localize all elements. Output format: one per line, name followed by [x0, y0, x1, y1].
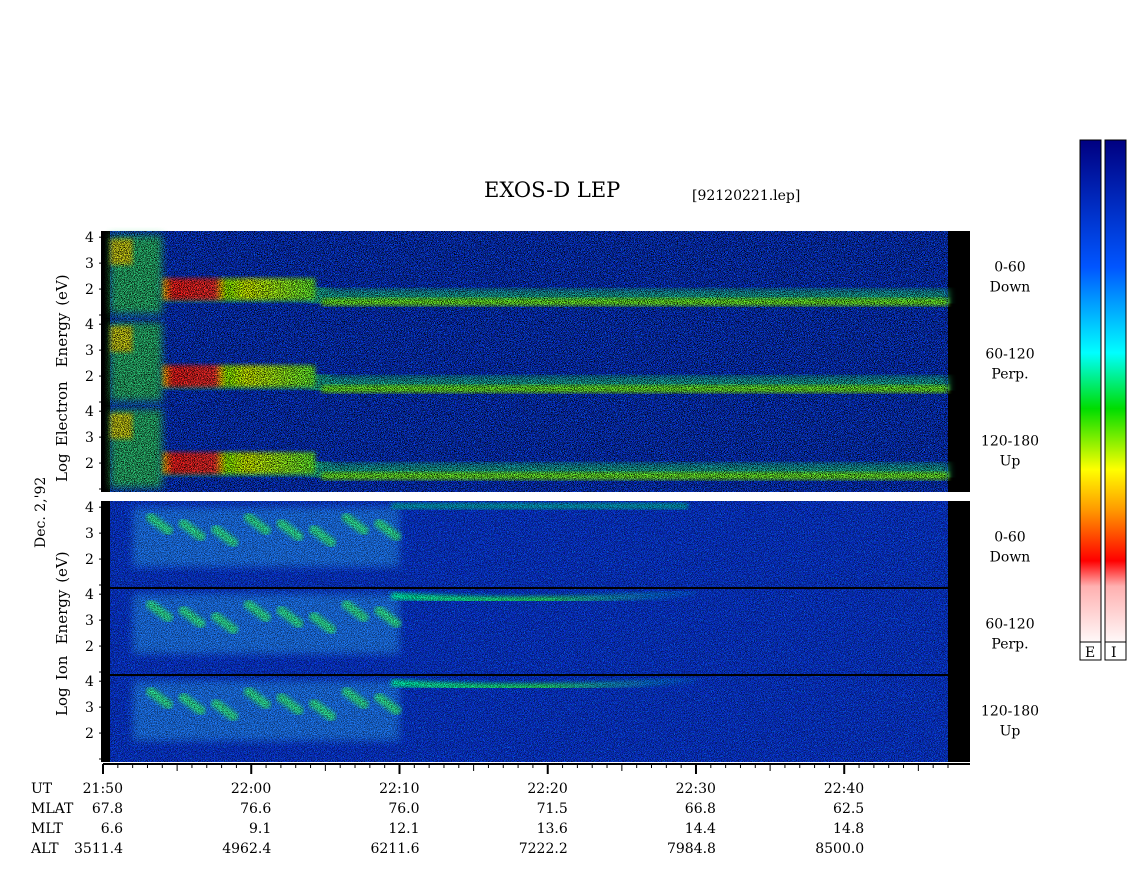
data-dropouts — [103, 231, 948, 318]
no-data-strip — [948, 675, 970, 762]
ion-ylabel-3: (eV) — [53, 551, 71, 582]
chart-title: EXOS-D LEP — [484, 178, 620, 202]
cell-mlat: 71.5 — [537, 801, 568, 817]
cell-mlt: 13.6 — [537, 821, 568, 837]
data-dropouts — [103, 588, 948, 675]
y-tick-label: 3 — [85, 526, 94, 542]
y-tick-label: 4 — [85, 230, 94, 246]
no-data-strip — [948, 231, 970, 318]
ion-panel-2: 2 3 4 — [85, 674, 970, 762]
y-tick-label: 4 — [85, 674, 94, 690]
cell-mlt: 9.1 — [249, 821, 271, 837]
colorbar-label-i: I — [1111, 645, 1117, 661]
time-axis: UT MLAT MLT ALT 21:50 67.8 6.6 3511.4 22:00 76.6 9… — [30, 763, 970, 857]
y-tick-label: 4 — [85, 500, 94, 516]
direction-label: Perp. — [991, 637, 1028, 653]
cell-ut: 22:20 — [527, 781, 567, 797]
colorbar-label-e: E — [1085, 645, 1095, 661]
no-data-strip — [948, 588, 970, 675]
axis-labels: LogElectronEnergy(eV)LogIonEnergy(eV)Dec… — [33, 260, 1039, 740]
no-data-strip — [948, 405, 970, 492]
electron-panel-2: 2 3 4 — [85, 404, 970, 492]
colorbar-electron: E — [1079, 139, 1102, 661]
direction-label: Up — [1000, 454, 1021, 470]
data-dropouts — [103, 501, 948, 588]
ion-panel-0: 2 3 4 — [85, 500, 970, 588]
cell-alt: 4962.4 — [222, 841, 271, 857]
pitch-label: 120-180 — [981, 434, 1039, 450]
y-tick-label: 2 — [85, 282, 94, 298]
panel-gap — [103, 492, 970, 501]
cell-mlt: 12.1 — [388, 821, 419, 837]
ion-ylabel-2: Energy — [53, 589, 71, 644]
cell-mlt: 14.4 — [685, 821, 716, 837]
cell-alt: 6211.6 — [370, 841, 419, 857]
y-tick-label: 3 — [85, 343, 94, 359]
row-label-alt: ALT — [30, 841, 59, 857]
cell-alt: 3511.4 — [74, 841, 123, 857]
row-label-ut: UT — [31, 781, 53, 797]
y-tick-label: 2 — [85, 552, 94, 568]
direction-label: Down — [990, 280, 1031, 296]
cell-ut: 22:30 — [676, 781, 716, 797]
file-label: [92120221.lep] — [692, 188, 800, 204]
cell-mlt: 6.6 — [101, 821, 123, 837]
cell-mlat: 67.8 — [92, 801, 123, 817]
direction-label: Down — [990, 550, 1031, 566]
electron-ylabel-3: (eV) — [53, 274, 71, 305]
y-tick-label: 2 — [85, 726, 94, 742]
pitch-label: 120-180 — [981, 704, 1039, 720]
direction-label: Up — [1000, 724, 1021, 740]
cell-mlat: 76.0 — [388, 801, 419, 817]
cell-ut: 22:00 — [231, 781, 271, 797]
cell-mlt: 14.8 — [833, 821, 864, 837]
pitch-label: 0-60 — [994, 260, 1025, 276]
y-tick-label: 2 — [85, 639, 94, 655]
y-tick-label: 3 — [85, 430, 94, 446]
row-label-mlat: MLAT — [31, 801, 74, 817]
pitch-label: 60-120 — [985, 617, 1034, 633]
data-dropouts — [103, 405, 948, 492]
ion-ylabel-1: Ion — [53, 655, 71, 680]
colorbar-ion: I — [1104, 139, 1127, 661]
y-tick-label: 2 — [85, 456, 94, 472]
date-label: Dec. 2,'92 — [33, 477, 49, 548]
cell-alt: 7222.2 — [519, 841, 568, 857]
cell-mlat: 66.8 — [685, 801, 716, 817]
cell-alt: 7984.8 — [667, 841, 716, 857]
cell-ut: 22:10 — [379, 781, 419, 797]
data-dropouts — [103, 318, 948, 405]
electron-panel-1: 2 3 4 — [85, 317, 970, 405]
pitch-label: 60-120 — [985, 347, 1034, 363]
cell-mlat: 76.6 — [240, 801, 271, 817]
electron-ylabel-1: Electron — [53, 381, 71, 446]
no-data-strip — [948, 318, 970, 405]
no-data-strip — [948, 501, 970, 588]
cell-ut: 21:50 — [83, 781, 123, 797]
cell-mlat: 62.5 — [833, 801, 864, 817]
cell-ut: 22:40 — [824, 781, 864, 797]
direction-label: Perp. — [991, 367, 1028, 383]
ion-panel-1: 2 3 4 — [85, 587, 970, 675]
electron-ylabel-0: Log — [53, 453, 71, 482]
y-tick-label: 4 — [85, 317, 94, 333]
ion-ylabel-0: Log — [53, 687, 71, 716]
y-tick-label: 3 — [85, 256, 94, 272]
y-tick-label: 3 — [85, 613, 94, 629]
data-dropouts — [103, 675, 948, 762]
pitch-label: 0-60 — [994, 530, 1025, 546]
cell-alt: 8500.0 — [815, 841, 864, 857]
electron-panel-0: 2 3 4 — [85, 230, 970, 318]
y-tick-label: 3 — [85, 700, 94, 716]
y-tick-label: 4 — [85, 404, 94, 420]
spectrogram-panels: 2 3 4 2 3 4 2 3 4 2 3 4 2 3 4 2 3 4 — [85, 230, 970, 762]
y-tick-label: 2 — [85, 369, 94, 385]
y-tick-label: 4 — [85, 587, 94, 603]
row-label-mlt: MLT — [31, 821, 63, 837]
electron-ylabel-2: Energy — [53, 312, 71, 367]
